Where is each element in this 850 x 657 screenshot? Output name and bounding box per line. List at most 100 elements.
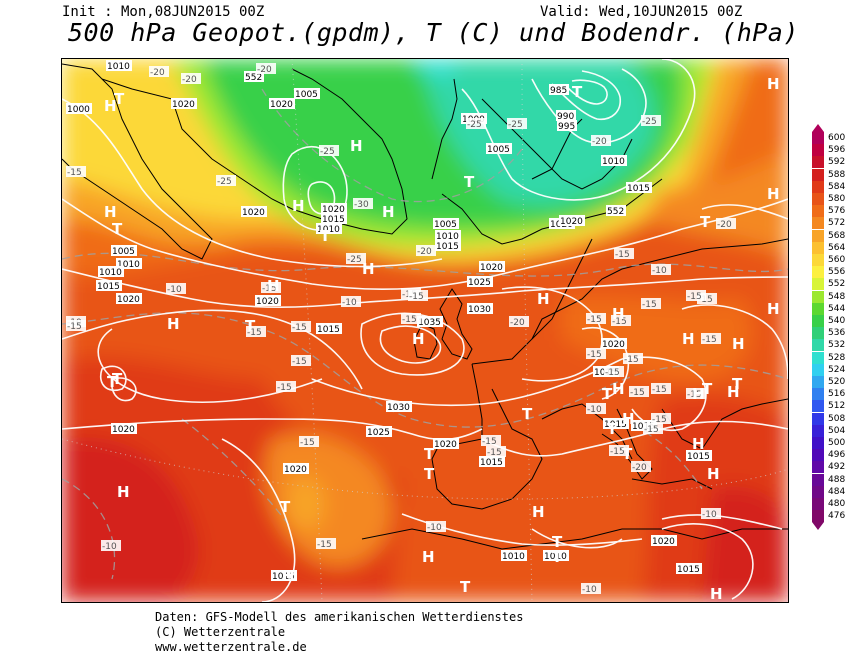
isotherm-label: -15 xyxy=(481,435,501,447)
isotherm-label: -15 xyxy=(586,348,606,360)
high-pressure-marker: H xyxy=(350,137,363,155)
isotherm-label: -25 xyxy=(641,115,661,127)
svg-text:1025: 1025 xyxy=(367,428,390,438)
isotherm-label: -10 xyxy=(586,403,606,415)
isotherm-label: -15 xyxy=(276,381,296,393)
low-pressure-marker: T xyxy=(424,445,435,463)
svg-text:1010: 1010 xyxy=(602,157,625,167)
legend-label: 552 xyxy=(828,279,846,290)
isobar-label: 1020 xyxy=(255,295,281,307)
high-pressure-marker: H xyxy=(104,203,117,221)
svg-text:-25: -25 xyxy=(217,177,232,187)
legend-swatch xyxy=(812,302,824,315)
legend-swatch xyxy=(812,266,824,279)
high-pressure-marker: H xyxy=(422,548,435,566)
legend-level: 600 xyxy=(812,132,850,144)
svg-text:-15: -15 xyxy=(624,355,639,365)
legend-label: 584 xyxy=(828,181,846,192)
isotherm-label: -15 xyxy=(686,290,706,302)
low-pressure-marker: T xyxy=(112,220,123,238)
legend-level: 588 xyxy=(812,168,850,181)
footer-url[interactable]: www.wetterzentrale.de xyxy=(155,640,307,654)
isobar-label: 1010 xyxy=(601,155,627,167)
legend-label: 524 xyxy=(828,364,846,375)
legend-label: 504 xyxy=(828,425,846,436)
legend-level: 584 xyxy=(812,180,850,193)
low-pressure-marker: T xyxy=(112,370,123,388)
svg-text:-15: -15 xyxy=(317,540,332,550)
isobar-label: 1020 xyxy=(321,203,347,215)
svg-text:-25: -25 xyxy=(642,117,657,127)
svg-text:995: 995 xyxy=(558,122,575,132)
legend-swatch xyxy=(812,510,824,523)
svg-text:-15: -15 xyxy=(300,438,315,448)
svg-text:552: 552 xyxy=(245,73,262,83)
isotherm-label: -25 xyxy=(466,118,486,130)
legend-level: 480 xyxy=(812,498,850,510)
isotherm-label: -15 xyxy=(686,388,706,400)
legend-swatch xyxy=(812,229,824,242)
svg-text:1030: 1030 xyxy=(468,305,491,315)
svg-text:1010: 1010 xyxy=(99,268,122,278)
legend-label: 560 xyxy=(828,255,846,265)
isobar-label: 1010 xyxy=(543,550,569,562)
svg-text:1015: 1015 xyxy=(272,572,295,582)
high-pressure-marker: H xyxy=(682,330,695,348)
footer-source: Daten: GFS-Modell des amerikanischen Wet… xyxy=(155,610,524,624)
legend-swatch xyxy=(812,400,824,413)
isobar-label: 985 xyxy=(549,84,569,96)
low-pressure-marker: T xyxy=(464,173,475,191)
legend-arrow-down-icon xyxy=(812,522,824,531)
svg-text:1025: 1025 xyxy=(468,278,491,288)
svg-text:-15: -15 xyxy=(487,448,502,458)
isotherm-label: -15 xyxy=(701,333,721,345)
high-pressure-marker: H xyxy=(382,203,395,221)
svg-text:-15: -15 xyxy=(702,335,717,345)
svg-text:-15: -15 xyxy=(687,390,702,400)
svg-text:-15: -15 xyxy=(402,315,417,325)
svg-text:1010: 1010 xyxy=(317,225,340,235)
svg-text:-25: -25 xyxy=(467,120,482,130)
high-pressure-marker: H xyxy=(612,305,625,323)
legend-swatch xyxy=(812,205,824,218)
svg-text:-10: -10 xyxy=(702,510,717,520)
high-pressure-marker: H xyxy=(622,410,635,428)
svg-text:1015: 1015 xyxy=(97,282,120,292)
legend-level: 540 xyxy=(812,315,850,327)
svg-text:-15: -15 xyxy=(642,300,657,310)
isobar-label: 1010 xyxy=(116,258,142,270)
legend-swatch xyxy=(812,449,824,462)
legend-arrow-up-icon xyxy=(812,124,824,132)
valid-time: Valid: Wed,10JUN2015 00Z xyxy=(540,4,743,20)
legend-label: 556 xyxy=(828,267,846,278)
svg-text:-20: -20 xyxy=(182,75,197,85)
high-pressure-marker: H xyxy=(710,585,723,602)
low-pressure-marker: T xyxy=(552,533,563,551)
isotherm-label: -20 xyxy=(149,66,169,78)
isotherm-label: -25 xyxy=(319,145,339,157)
svg-text:-20: -20 xyxy=(257,65,272,75)
isotherm-label: -15 xyxy=(611,315,631,327)
svg-text:-15: -15 xyxy=(605,368,620,378)
legend-label: 564 xyxy=(828,242,846,253)
legend-swatch xyxy=(812,156,824,169)
isobar-label: 1015 xyxy=(435,240,461,252)
isotherm-label: -15 xyxy=(316,538,336,550)
isotherm-label: -15 xyxy=(629,386,649,398)
isotherm-label: -15 xyxy=(609,445,629,457)
low-pressure-marker: T xyxy=(320,227,331,245)
isotherm-label: -20 xyxy=(181,73,201,85)
svg-text:-25: -25 xyxy=(320,147,335,157)
legend-label: 596 xyxy=(828,145,846,156)
isotherm-label: -20 xyxy=(591,135,611,147)
legend-label: 592 xyxy=(828,157,846,168)
isotherm-label: -15 xyxy=(604,366,624,378)
svg-text:1015: 1015 xyxy=(627,184,650,194)
legend-level: 516 xyxy=(812,388,850,401)
high-pressure-marker: H xyxy=(537,290,550,308)
low-pressure-marker: T xyxy=(602,385,613,403)
high-pressure-marker: H xyxy=(767,75,780,93)
isobar-label: 995 xyxy=(557,120,577,132)
svg-text:-15: -15 xyxy=(587,315,602,325)
isobar-label: 1035 xyxy=(417,316,443,328)
